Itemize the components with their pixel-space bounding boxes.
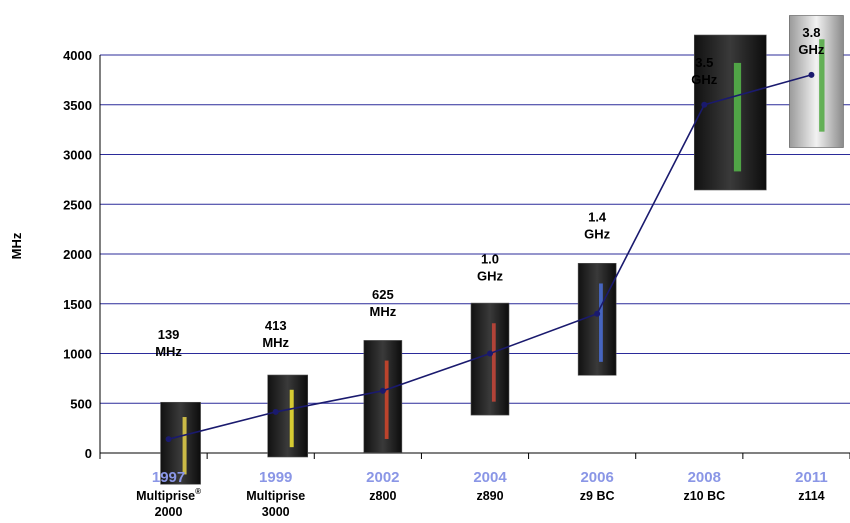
data-label: 1.0 GHz xyxy=(477,252,504,284)
machine-accent xyxy=(491,323,496,402)
data-point xyxy=(808,71,815,78)
machine-cabinet xyxy=(693,34,767,191)
x-tick-model: z114 xyxy=(798,489,824,503)
machine-images xyxy=(160,15,844,485)
y-tick-label: 2500 xyxy=(63,197,92,212)
x-tick-year: 1999 xyxy=(259,469,292,486)
x-tick-year: 1997 xyxy=(152,469,185,486)
x-tick-model: 3000 xyxy=(262,505,290,519)
y-tick-label: 1500 xyxy=(63,297,92,312)
data-point xyxy=(379,387,386,394)
data-point xyxy=(701,101,708,108)
x-tick-year: 2002 xyxy=(366,469,399,486)
x-tick-model: z890 xyxy=(476,489,503,503)
machine-accent xyxy=(384,360,389,439)
data-label: 3.8 GHz xyxy=(798,25,825,57)
x-tick-year: 2006 xyxy=(580,469,613,486)
y-tick-label: 1000 xyxy=(63,347,92,362)
x-tick-model: z800 xyxy=(369,489,396,503)
x-tick-model: z10 BC xyxy=(683,489,725,503)
x-tick-year: 2004 xyxy=(473,469,507,486)
data-point xyxy=(272,408,279,415)
labels: 139 MHz 413 MHz 625 MHz 1.0 GHz 1.4 GHz 3.5 GHz 3.8 G… xyxy=(136,25,828,519)
axes: 0 500 1000 1500 2000 2500 3000 3500 4000 xyxy=(63,48,850,461)
machine-cabinet xyxy=(470,302,510,416)
machine-accent xyxy=(819,39,825,132)
machine-cabinet xyxy=(267,374,309,458)
machine-cabinet xyxy=(160,401,201,485)
machine-image xyxy=(577,262,617,376)
machine-accent xyxy=(733,62,742,172)
data-point xyxy=(165,436,172,443)
y-axis-label: MHz xyxy=(9,232,24,259)
x-tick-model: Multiprise® xyxy=(136,487,201,503)
machine-accent xyxy=(289,389,294,448)
machine-image xyxy=(693,34,767,191)
data-point xyxy=(487,350,493,357)
data-label: 1.4 GHz xyxy=(584,210,611,242)
y-tick-label: 3000 xyxy=(63,148,92,163)
x-tick-year: 2011 xyxy=(795,469,828,486)
x-tick-year: 2008 xyxy=(688,469,721,486)
machine-image xyxy=(363,340,403,453)
data-point xyxy=(594,310,601,317)
series-line xyxy=(165,71,815,443)
data-label: 625 MHz xyxy=(369,287,396,319)
x-tick-model: 2000 xyxy=(155,505,183,519)
machine-image xyxy=(267,374,309,458)
x-tick-model: z9 BC xyxy=(580,489,615,503)
machine-image xyxy=(789,15,844,148)
x-tick-model: Multiprise xyxy=(246,489,305,503)
machine-cabinet xyxy=(363,340,403,453)
data-label: 3.5 GHz xyxy=(691,55,718,87)
machine-accent xyxy=(182,417,187,475)
data-label: 413 MHz xyxy=(262,318,289,350)
data-label: 139 MHz xyxy=(155,327,182,359)
machine-cabinet xyxy=(577,262,617,376)
machine-image xyxy=(160,401,201,485)
y-tick-label: 500 xyxy=(70,396,92,411)
y-tick-label: 0 xyxy=(85,446,92,461)
y-tick-label: 4000 xyxy=(63,48,92,63)
machine-cabinet xyxy=(789,15,844,148)
machine-image xyxy=(470,302,510,416)
y-tick-label: 3500 xyxy=(63,98,92,113)
machine-accent xyxy=(599,283,603,362)
y-tick-label: 2000 xyxy=(63,247,92,262)
